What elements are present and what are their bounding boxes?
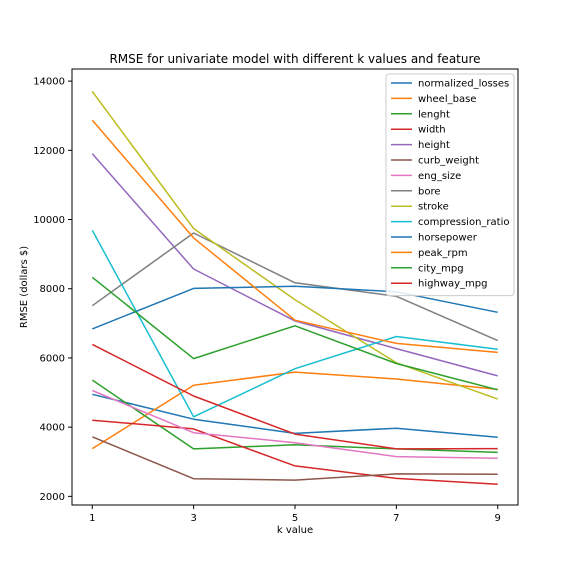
series-line-peak_rpm bbox=[91, 119, 498, 354]
legend-label-bore: bore bbox=[418, 186, 441, 197]
legend-label-horsepower: horsepower bbox=[418, 233, 478, 244]
legend-label-width: width bbox=[418, 125, 446, 136]
series-line-horsepower bbox=[92, 285, 498, 330]
series-line-highway_mpg bbox=[91, 343, 498, 450]
y-tick-label: 4000 bbox=[40, 423, 65, 434]
series-line-width bbox=[92, 419, 498, 485]
y-tick-label: 8000 bbox=[40, 284, 65, 295]
series-line-city_mpg bbox=[91, 276, 498, 391]
y-tick-label: 6000 bbox=[40, 353, 65, 364]
y-tick-label: 2000 bbox=[40, 492, 65, 503]
legend-label-eng_size: eng_size bbox=[418, 171, 461, 182]
legend-label-wheel_base: wheel_base bbox=[418, 94, 476, 105]
x-tick-label: 5 bbox=[292, 513, 298, 524]
legend-label-city_mpg: city_mpg bbox=[418, 263, 464, 274]
y-tick-label: 12000 bbox=[33, 146, 65, 157]
x-tick-label: 7 bbox=[393, 513, 399, 524]
legend-label-peak_rpm: peak_rpm bbox=[418, 248, 468, 259]
y-tick-label: 10000 bbox=[33, 215, 65, 226]
y-axis: 2000 4000 6000 8000 10000 12000 14000 bbox=[33, 77, 72, 503]
legend-label-stroke: stroke bbox=[418, 202, 449, 213]
y-tick-label: 14000 bbox=[33, 77, 65, 88]
legend-label-curb_weight: curb_weight bbox=[418, 156, 479, 167]
x-tick-label: 1 bbox=[89, 513, 95, 524]
series-line-compression_ratio bbox=[91, 229, 498, 418]
x-axis: 1 3 5 7 9 bbox=[89, 505, 501, 524]
series-line-stroke bbox=[91, 91, 498, 400]
y-axis-label: RMSE (dollars $) bbox=[19, 246, 30, 328]
legend-label-normalized_losses: normalized_losses bbox=[418, 79, 509, 90]
series-line-eng_size bbox=[92, 389, 498, 460]
legend-label-lenght: lenght bbox=[418, 109, 450, 120]
x-tick-label: 9 bbox=[495, 513, 501, 524]
series-line-bore bbox=[91, 232, 499, 342]
x-axis-label: k value bbox=[277, 525, 313, 536]
legend-box bbox=[385, 73, 515, 297]
plot-lines bbox=[91, 91, 499, 485]
series-line-wheel_base bbox=[91, 371, 498, 450]
x-tick-label: 3 bbox=[190, 513, 196, 524]
series-line-curb_weight bbox=[92, 436, 498, 481]
chart-title: RMSE for univariate model with different… bbox=[109, 52, 480, 66]
legend-label-highway_mpg: highway_mpg bbox=[418, 279, 487, 290]
legend-label-compression_ratio: compression_ratio bbox=[418, 217, 509, 228]
legend-label-height: height bbox=[418, 140, 450, 151]
